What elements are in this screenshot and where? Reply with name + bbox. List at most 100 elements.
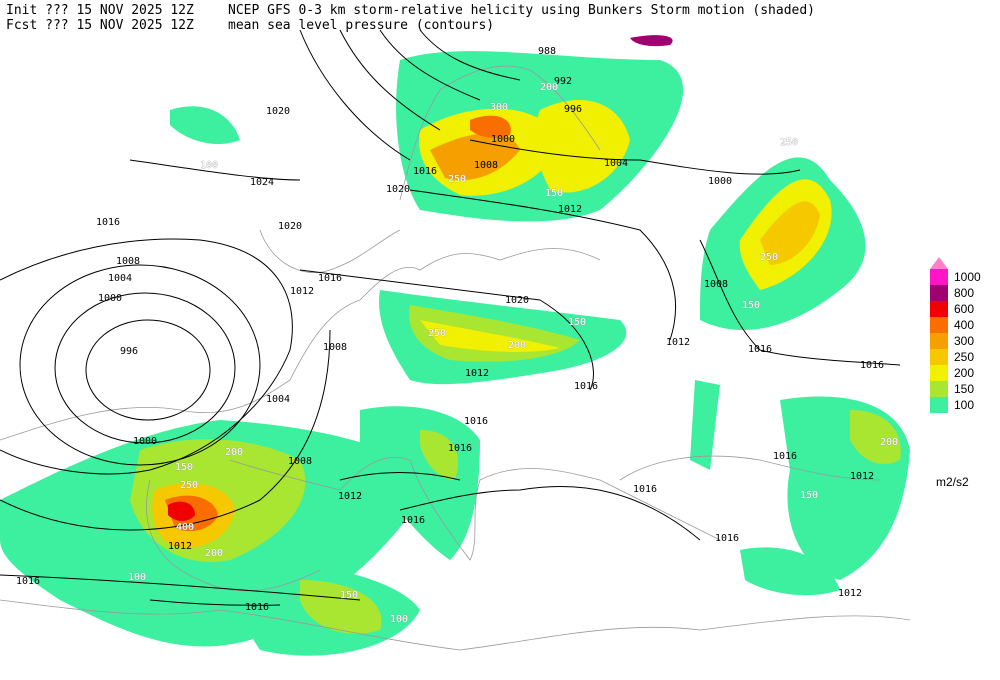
isobar-label: 1012 <box>558 204 582 215</box>
helicity-label: 300 <box>490 102 508 113</box>
helicity-label: 100 <box>128 572 146 583</box>
legend-swatch <box>930 285 948 301</box>
isobar-label: 1020 <box>266 106 290 117</box>
helicity-area <box>420 320 560 352</box>
isobar-label: 1016 <box>96 217 120 228</box>
helicity-area <box>740 547 840 596</box>
isobar-label: 1008 <box>323 342 347 353</box>
legend-unit: m2/s2 <box>936 475 969 489</box>
isobar-label: 1020 <box>505 295 529 306</box>
helicity-label: 150 <box>545 188 563 199</box>
isobar-label: 1012 <box>465 368 489 379</box>
isobar-label: 1000 <box>491 134 515 145</box>
isobar-label: 1012 <box>338 491 362 502</box>
helicity-area <box>780 396 910 580</box>
legend-swatch <box>930 333 948 349</box>
fcst-text: Fcst ??? 15 NOV 2025 12Z <box>6 18 194 33</box>
title: NCEP GFS 0-3 km storm-relative helicity … <box>228 3 815 18</box>
isobar-label: 1012 <box>290 286 314 297</box>
isobar-label: 1016 <box>318 273 342 284</box>
helicity-label: 150 <box>175 462 193 473</box>
coastlines <box>0 65 911 651</box>
helicity-area <box>470 115 511 138</box>
legend-label: 200 <box>954 366 974 380</box>
helicity-label: 250 <box>428 328 446 339</box>
isobar-label: 996 <box>564 104 582 115</box>
legend-swatch <box>930 317 948 333</box>
isobar-label: 1000 <box>708 176 732 187</box>
legend-swatch <box>930 301 948 317</box>
isobar-label: 1016 <box>633 484 657 495</box>
helicity-label: 100 <box>390 614 408 625</box>
isobar-label: 1000 <box>98 293 122 304</box>
helicity-label: 250 <box>760 252 778 263</box>
isobar-label: 1012 <box>666 337 690 348</box>
helicity-area <box>170 106 240 145</box>
legend-label: 250 <box>954 350 974 364</box>
isobar-label: 1016 <box>773 451 797 462</box>
helicity-label: 200 <box>880 437 898 448</box>
legend-label: 600 <box>954 302 974 316</box>
legend-label: 100 <box>954 398 974 412</box>
helicity-area <box>690 380 720 470</box>
legend-swatch <box>930 269 948 285</box>
isobar-label: 1000 <box>133 436 157 447</box>
helicity-label: 250 <box>180 480 198 491</box>
isobar-label: 1012 <box>168 541 192 552</box>
isobar-label: 1008 <box>288 456 312 467</box>
isobar-label: 1004 <box>108 273 132 284</box>
helicity-label: 100 <box>200 160 218 171</box>
isobar-label: 988 <box>538 46 556 57</box>
isobar-label: 1016 <box>16 576 40 587</box>
legend-swatch <box>930 365 948 381</box>
helicity-area <box>534 100 630 193</box>
isobar-label: 1016 <box>715 533 739 544</box>
legend-label: 300 <box>954 334 974 348</box>
isobars <box>0 29 901 606</box>
isobar-label: 1012 <box>838 588 862 599</box>
helicity-label: 150 <box>568 317 586 328</box>
isobar-label: 1016 <box>860 360 884 371</box>
helicity-label: 150 <box>340 590 358 601</box>
isobar-label: 1004 <box>604 158 628 169</box>
helicity-area <box>630 35 673 47</box>
isobar-label: 1016 <box>401 515 425 526</box>
helicity-area <box>300 580 382 634</box>
isobar-label: 1004 <box>266 394 290 405</box>
isobar-labels: 1024 1020 1016 1008 1004 1000 996 1000 1… <box>16 46 884 613</box>
legend-label: 400 <box>954 318 974 332</box>
helicity-area <box>850 410 901 464</box>
isobar-label: 1016 <box>574 381 598 392</box>
helicity-area <box>420 430 459 480</box>
legend-label: 800 <box>954 286 974 300</box>
isobar-label: 1008 <box>116 256 140 267</box>
isobar-label: 1020 <box>386 184 410 195</box>
legend-arrow <box>930 257 948 269</box>
legend-swatch <box>930 349 948 365</box>
isobar-label: 996 <box>120 346 138 357</box>
isobar-label: 1016 <box>464 416 488 427</box>
helicity-label: 200 <box>508 340 526 351</box>
helicity-label: 150 <box>800 490 818 501</box>
subtitle: mean sea level pressure (contours) <box>228 18 494 33</box>
helicity-label: 250 <box>448 174 466 185</box>
isobar-label: 1016 <box>245 602 269 613</box>
helicity-label: 200 <box>205 548 223 559</box>
isobar-label: 1024 <box>250 177 274 188</box>
isobar-label: 1008 <box>704 279 728 290</box>
helicity-label: 250 <box>780 137 798 148</box>
helicity-area <box>168 501 195 522</box>
isobar-label: 1016 <box>748 344 772 355</box>
isobar-label: 992 <box>554 76 572 87</box>
helicity-label: 400 <box>176 522 194 533</box>
helicity-labels: 100 150 200 250 300 250 200 150 250 200 … <box>128 82 899 626</box>
helicity-shading <box>0 35 910 656</box>
legend-label: 150 <box>954 382 974 396</box>
isobar-label: 1008 <box>474 160 498 171</box>
helicity-area <box>760 201 820 265</box>
legend: 100 150 200 250 300 400 600 800 1000 <box>930 257 981 413</box>
legend-swatch <box>930 397 948 413</box>
isobar-label: 1016 <box>448 443 472 454</box>
isobar-label: 1020 <box>278 221 302 232</box>
